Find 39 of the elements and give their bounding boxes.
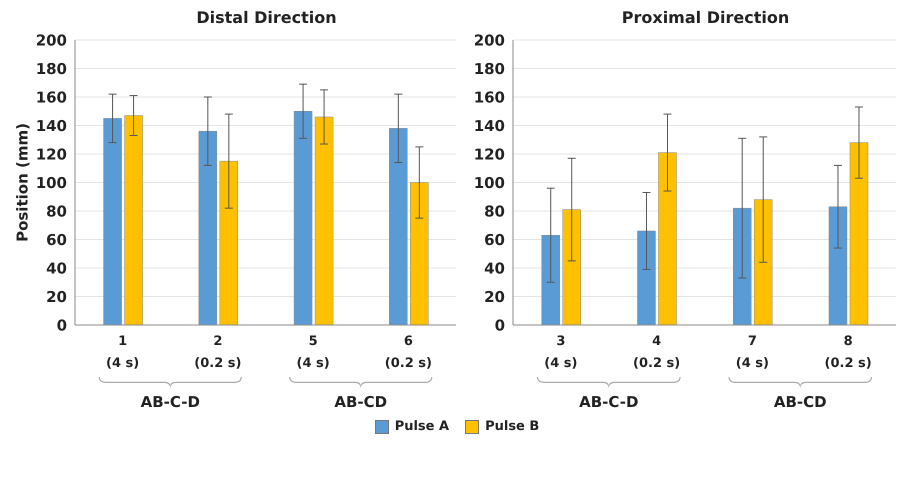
y-tick-label: 200 bbox=[474, 31, 505, 50]
y-tick-label: 40 bbox=[46, 259, 67, 278]
y-tick-label: 140 bbox=[474, 116, 505, 135]
y-tick-label: 60 bbox=[484, 230, 505, 249]
y-tick-label: 160 bbox=[474, 88, 505, 106]
y-axis-title: Position (mm) bbox=[13, 123, 32, 242]
y-tick-label: 80 bbox=[484, 202, 505, 220]
y-tick-label: 80 bbox=[46, 202, 67, 220]
y-tick-label: 20 bbox=[46, 288, 67, 306]
text: AB-CD bbox=[774, 393, 827, 411]
y-tick-label: 100 bbox=[36, 174, 67, 192]
y-tick-label: 0 bbox=[494, 316, 505, 334]
y-tick-label: 180 bbox=[474, 60, 505, 78]
text: AB-C-D bbox=[140, 393, 200, 411]
y-tick-label: 120 bbox=[474, 145, 505, 164]
y-tick-label: 160 bbox=[36, 88, 67, 106]
x-tick-label: 6 (0.2 s) bbox=[384, 334, 432, 371]
y-tick-label: 100 bbox=[474, 174, 505, 192]
y-tick-label: 0 bbox=[56, 316, 67, 334]
y-tick-label: 120 bbox=[36, 145, 67, 164]
legend-label: Pulse A bbox=[394, 419, 450, 434]
text: AB-CD bbox=[334, 393, 388, 411]
x-tick-label: 7 (4 s) bbox=[736, 334, 769, 371]
y-tick-label: 180 bbox=[36, 60, 67, 78]
x-tick-label: 2 (0.2 s) bbox=[194, 334, 242, 371]
x-tick-label: 8 (0.2 s) bbox=[824, 334, 872, 371]
y-tick-label: 200 bbox=[36, 31, 67, 50]
y-tick-label: 140 bbox=[36, 116, 67, 135]
text: AB-C-D bbox=[579, 393, 638, 411]
y-tick-label: 20 bbox=[484, 288, 505, 306]
x-tick-label: 4 (0.2 s) bbox=[633, 334, 680, 371]
chart-title: Distal Direction bbox=[195, 8, 338, 29]
x-tick-label: 3 (4 s) bbox=[544, 334, 578, 371]
x-tick-label: 5 (4 s) bbox=[296, 334, 330, 371]
y-tick-label: 60 bbox=[46, 230, 67, 249]
chart-title: Proximal Direction bbox=[620, 8, 790, 29]
x-tick-label: 1 (4 s) bbox=[106, 334, 140, 371]
y-tick-label: 40 bbox=[484, 259, 505, 278]
legend-label: Pulse B bbox=[484, 419, 540, 434]
